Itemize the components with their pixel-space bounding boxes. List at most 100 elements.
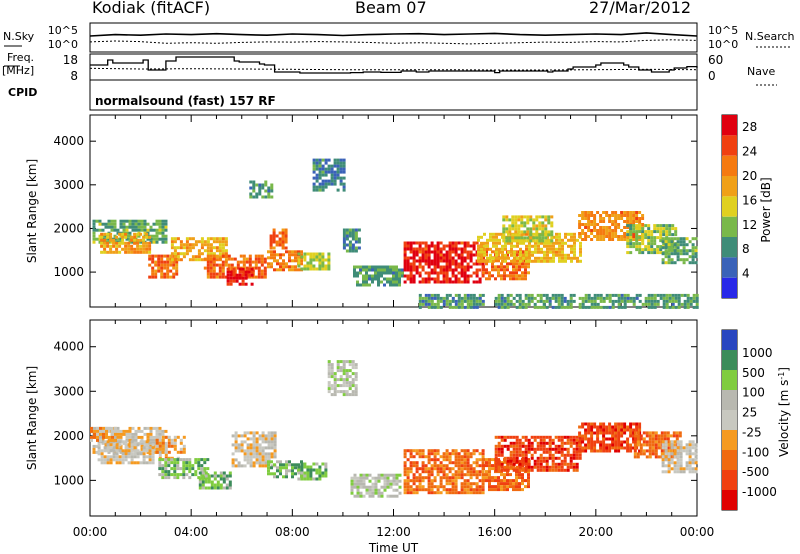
power-cell xyxy=(439,280,443,284)
power-cell xyxy=(527,302,531,306)
power-cell xyxy=(260,272,264,276)
vel-cell xyxy=(654,452,658,456)
power-cell xyxy=(632,217,636,220)
power-cell xyxy=(644,248,648,252)
vel-cell xyxy=(204,486,208,490)
power-cell xyxy=(489,232,492,236)
vel-cell xyxy=(521,479,524,483)
power-cell xyxy=(412,250,416,254)
power-cell xyxy=(550,224,554,228)
power-cell xyxy=(427,274,431,278)
vel-cell xyxy=(252,455,256,459)
power-cell xyxy=(495,247,498,251)
vel-cell xyxy=(127,461,131,465)
power-cell xyxy=(554,296,558,300)
power-cell xyxy=(146,228,150,232)
power-cell xyxy=(626,235,630,238)
power-cell xyxy=(581,296,585,300)
power-cell xyxy=(614,293,618,297)
power-cell xyxy=(524,262,527,266)
vel-cell xyxy=(258,443,262,447)
power-cell xyxy=(242,263,246,267)
vel-cell xyxy=(164,467,168,471)
vel-cell xyxy=(629,443,633,447)
power-cell xyxy=(226,282,230,286)
power-colorbar-swatch xyxy=(722,135,737,156)
vel-cell xyxy=(133,452,137,456)
vel-cell xyxy=(685,443,689,447)
power-cell xyxy=(667,261,671,265)
vel-cell xyxy=(557,447,561,451)
power-cell xyxy=(563,305,567,309)
power-cell xyxy=(254,266,258,270)
power-cell xyxy=(463,244,467,248)
power-cell xyxy=(179,243,183,247)
power-cell xyxy=(665,299,669,303)
vel-cell xyxy=(222,480,226,484)
power-cell xyxy=(439,259,443,263)
vel-cell xyxy=(664,449,668,453)
vel-cell xyxy=(608,437,612,441)
vel-cell xyxy=(545,441,549,445)
vel-cell xyxy=(494,456,498,460)
power-cell xyxy=(599,235,603,238)
power-cell xyxy=(656,227,660,231)
vel-cell xyxy=(237,434,241,438)
power-cell xyxy=(206,266,210,270)
vel-cell xyxy=(599,422,603,426)
power-cell xyxy=(267,195,271,199)
power-cell xyxy=(109,247,113,251)
vel-cell xyxy=(418,482,422,486)
vel-cell xyxy=(521,456,525,460)
vel-cell xyxy=(255,449,259,453)
vel-cell xyxy=(198,483,202,487)
power-cell xyxy=(149,225,153,229)
power-cell xyxy=(491,262,494,266)
power-cell xyxy=(515,268,518,272)
power-cell xyxy=(221,252,225,256)
vel-cell xyxy=(111,432,114,436)
power-cell xyxy=(209,243,213,247)
vel-cell xyxy=(213,483,217,487)
vel-cell xyxy=(354,378,358,382)
vel-cell xyxy=(642,443,646,447)
power-cell xyxy=(439,253,443,257)
power-cell xyxy=(330,182,334,186)
vel-cell xyxy=(246,452,250,456)
power-cell xyxy=(614,235,618,238)
power-cell xyxy=(406,259,410,263)
vel-cell xyxy=(114,432,117,436)
vel-cell xyxy=(654,440,658,444)
vel-cell xyxy=(506,479,509,483)
power-cell xyxy=(445,299,449,303)
power-cell xyxy=(463,250,467,254)
power-cell xyxy=(354,237,358,241)
vel-cell xyxy=(270,431,274,435)
vel-cell xyxy=(642,440,646,444)
vel-cell xyxy=(345,381,349,385)
vel-cell xyxy=(237,461,241,465)
vel-cell xyxy=(185,467,189,471)
power-cell xyxy=(218,255,222,259)
power-cell xyxy=(546,250,549,254)
power-cell xyxy=(415,241,419,245)
vel-cell xyxy=(131,426,135,430)
power-cell xyxy=(203,243,207,247)
power-cell xyxy=(252,195,256,199)
vel-cell xyxy=(273,434,277,438)
power-cell xyxy=(250,273,254,277)
power-cell xyxy=(445,262,449,266)
power-cell xyxy=(172,260,176,264)
power-cell xyxy=(545,296,549,300)
vel-cell xyxy=(475,485,479,489)
power-cell xyxy=(641,242,645,246)
power-cell xyxy=(398,277,401,281)
power-cell xyxy=(203,240,207,244)
power-cell xyxy=(421,253,425,257)
power-cell xyxy=(647,251,651,255)
power-cell xyxy=(188,246,192,250)
vel-cell xyxy=(611,437,615,441)
power-cell xyxy=(486,247,489,251)
power-cell xyxy=(197,258,201,262)
power-cell xyxy=(460,302,464,306)
